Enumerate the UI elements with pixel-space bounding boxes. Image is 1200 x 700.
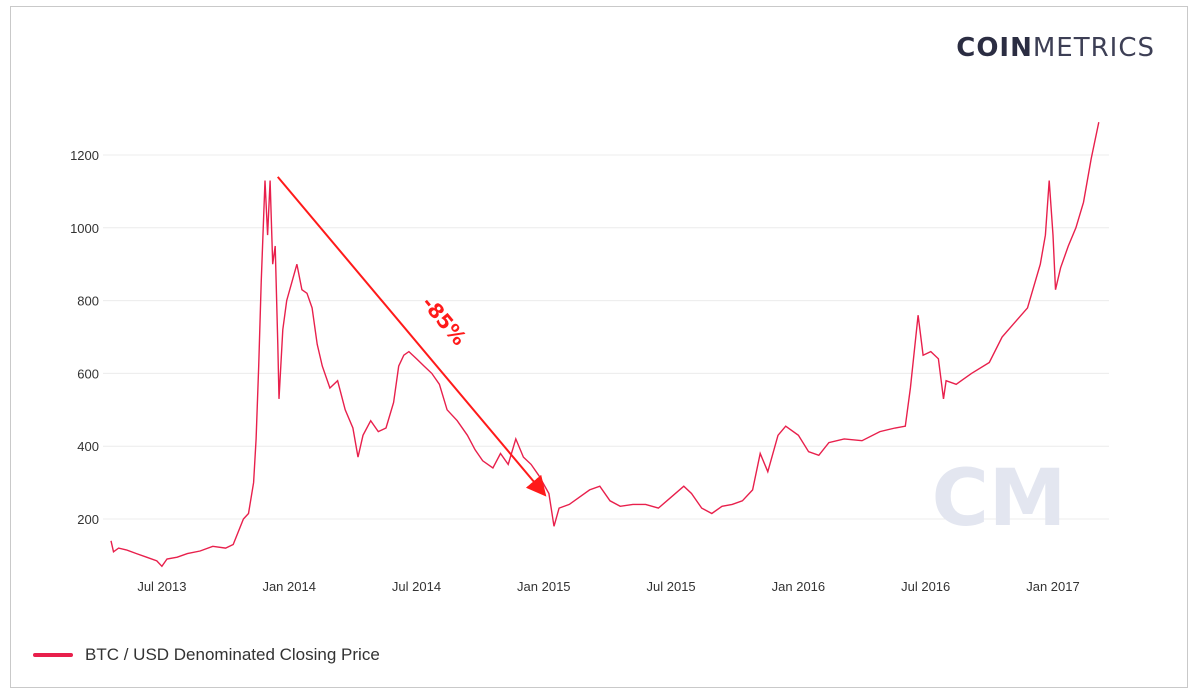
x-tick-label: Jan 2017 [1026, 579, 1080, 594]
cm-watermark: CM [932, 454, 1067, 544]
x-tick-label: Jan 2015 [517, 579, 571, 594]
x-tick-label: Jul 2016 [901, 579, 950, 594]
x-tick-label: Jan 2016 [772, 579, 826, 594]
grid-lines [103, 154, 1109, 520]
chart-frame: COINMETRICS 200 400 600 800 1000 1200 Jul 201… [10, 6, 1188, 688]
y-tick-label: 1000 [70, 221, 99, 236]
x-tick-label: Jan 2014 [262, 579, 316, 594]
btc-price-line [110, 122, 1100, 568]
drawdown-arrow [276, 176, 547, 497]
y-axis-ticks: 200 400 600 800 1000 1200 [70, 148, 99, 527]
coinmetrics-logo: COINMETRICS [956, 33, 1155, 63]
y-tick-label: 1200 [70, 148, 99, 163]
x-axis-ticks: Jul 2013 Jan 2014 Jul 2014 Jan 2015 Jul 2015… [137, 579, 1079, 594]
chart-legend: BTC / USD Denominated Closing Price [33, 645, 380, 665]
x-tick-label: Jul 2015 [647, 579, 696, 594]
legend-swatch [33, 653, 73, 657]
y-tick-label: 200 [77, 512, 99, 527]
y-tick-label: 800 [77, 294, 99, 309]
legend-label: BTC / USD Denominated Closing Price [85, 645, 380, 664]
x-tick-label: Jul 2014 [392, 579, 441, 594]
y-tick-label: 600 [77, 366, 99, 381]
y-tick-label: 400 [77, 439, 99, 454]
x-tick-label: Jul 2013 [137, 579, 186, 594]
